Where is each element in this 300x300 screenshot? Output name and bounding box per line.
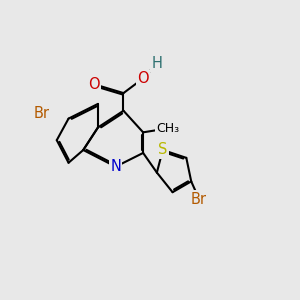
Text: N: N: [110, 159, 121, 174]
Text: S: S: [158, 142, 167, 158]
Text: CH₃: CH₃: [156, 122, 179, 135]
Text: O: O: [137, 71, 149, 86]
Text: Br: Br: [34, 106, 50, 121]
Text: Br: Br: [191, 192, 207, 207]
Text: O: O: [88, 77, 100, 92]
Text: H: H: [152, 56, 162, 71]
